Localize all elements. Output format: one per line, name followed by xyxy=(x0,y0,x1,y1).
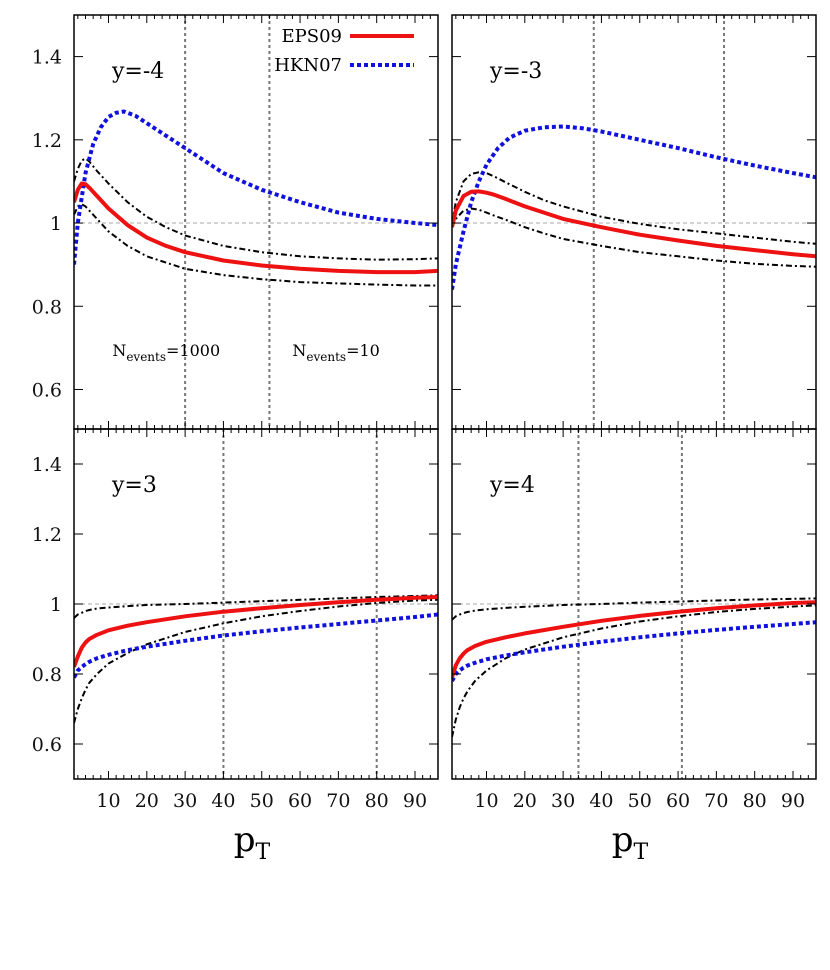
uncertainty-band-line xyxy=(74,594,438,619)
panel-label: y=4 xyxy=(489,473,535,498)
x-axis-label-subscript: T xyxy=(634,840,649,865)
panel-2: y=-3 xyxy=(451,14,817,430)
x-axis-label: pT xyxy=(234,820,271,865)
x-tick-label: 90 xyxy=(781,790,805,812)
y-tick-label: 0.6 xyxy=(32,379,62,401)
uncertainty-band-line xyxy=(452,597,816,621)
y-tick-label: 1 xyxy=(50,213,62,235)
eps09-line xyxy=(452,600,816,679)
x-tick-label: 20 xyxy=(513,790,537,812)
annotation-subscript: events xyxy=(306,350,346,364)
x-tick-label: 80 xyxy=(365,790,389,812)
panel-label: y=-4 xyxy=(111,59,164,84)
y-tick-label: 1 xyxy=(50,594,62,616)
x-tick-label: 50 xyxy=(628,790,652,812)
annotation-rest: =1000 xyxy=(166,341,220,360)
x-tick-label: 60 xyxy=(666,790,690,812)
y-tick-label: 0.8 xyxy=(32,664,62,686)
events-annotation: Nevents=1000 xyxy=(112,341,220,364)
legend-label: EPS09 xyxy=(282,26,343,47)
eps09-line xyxy=(74,595,438,668)
annotation-base: N xyxy=(292,341,306,360)
legend-label: HKN07 xyxy=(274,55,342,76)
uncertainty-band-line xyxy=(74,598,438,724)
x-tick-label: 10 xyxy=(96,790,120,812)
eps09-line xyxy=(74,181,438,275)
y-tick-label: 1.4 xyxy=(32,454,62,476)
x-tick-label: 50 xyxy=(250,790,274,812)
x-axis-label-base: p xyxy=(612,820,634,860)
x-tick-label: 70 xyxy=(326,790,350,812)
events-annotation: Nevents=10 xyxy=(292,341,379,364)
annotation-rest: =10 xyxy=(346,341,380,360)
x-tick-label: 60 xyxy=(288,790,312,812)
eps09-line xyxy=(452,189,816,259)
x-tick-label: 40 xyxy=(589,790,613,812)
x-tick-label: 90 xyxy=(403,790,427,812)
x-axis-label: pT xyxy=(612,820,649,865)
uncertainty-band-line xyxy=(452,604,816,738)
hkn07-line xyxy=(74,612,438,679)
x-tick-label: 30 xyxy=(551,790,575,812)
annotation-subscript: events xyxy=(126,350,166,364)
legend: EPS09 HKN07 xyxy=(274,26,414,76)
uncertainty-band-line xyxy=(452,171,816,245)
x-axis-label-subscript: T xyxy=(256,840,271,865)
uncertainty-band-line xyxy=(74,203,438,287)
x-tick-label: 10 xyxy=(474,790,498,812)
y-tick-label: 1.4 xyxy=(32,47,62,69)
x-tick-label: 40 xyxy=(211,790,235,812)
annotation-base: N xyxy=(112,341,126,360)
x-tick-label: 20 xyxy=(135,790,159,812)
x-tick-label: 80 xyxy=(743,790,767,812)
hkn07-line xyxy=(74,109,438,265)
hkn07-line xyxy=(452,620,816,682)
y-tick-label: 1.2 xyxy=(32,130,62,152)
x-tick-label: 70 xyxy=(704,790,728,812)
panel-label: y=3 xyxy=(111,473,157,498)
x-axis-label-base: p xyxy=(234,820,256,860)
y-tick-label: 1.2 xyxy=(32,524,62,546)
y-tick-label: 0.6 xyxy=(32,734,62,756)
uncertainty-band-line xyxy=(74,157,438,261)
panel-label: y=-3 xyxy=(489,59,542,84)
y-tick-label: 0.8 xyxy=(32,296,62,318)
x-tick-label: 30 xyxy=(173,790,197,812)
